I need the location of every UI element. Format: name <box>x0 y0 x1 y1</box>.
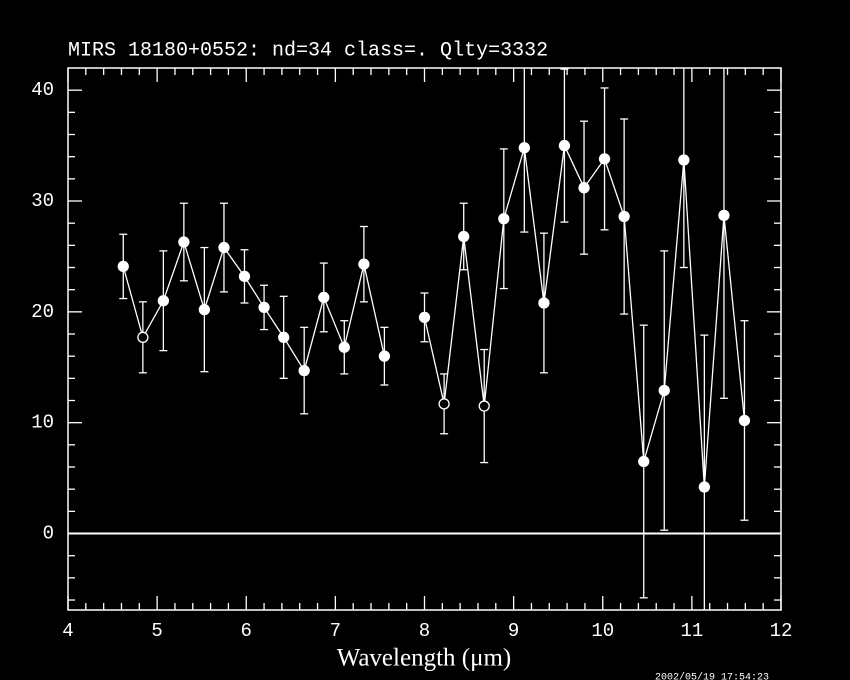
marker-filled <box>498 213 510 225</box>
marker-filled <box>458 230 470 243</box>
marker-open <box>137 331 149 343</box>
marker-filled <box>178 236 190 248</box>
x-tick-label: 7 <box>330 620 341 642</box>
marker-filled <box>518 142 530 154</box>
x-tick-label: 8 <box>419 620 430 642</box>
marker-open <box>438 398 450 410</box>
marker-filled <box>117 260 129 273</box>
marker-filled <box>418 311 431 324</box>
marker-filled <box>338 341 350 353</box>
x-tick-label: 12 <box>770 620 793 642</box>
data-line <box>122 143 746 488</box>
y-tick-label: 10 <box>31 412 54 434</box>
marker-filled <box>638 455 650 468</box>
marker-filled <box>318 291 330 304</box>
chart-title: MIRS 18180+0552: nd=34 class=. Qlty=3332 <box>68 39 548 62</box>
plot-area <box>117 68 751 610</box>
x-tick-label: 10 <box>591 620 614 642</box>
y-tick-label: 0 <box>43 523 54 545</box>
y-tick-label: 40 <box>31 79 54 101</box>
marker-filled <box>578 182 590 194</box>
x-tick-label: 9 <box>508 620 519 642</box>
marker-filled <box>298 364 310 377</box>
y-tick-label: 20 <box>31 301 54 323</box>
marker-filled <box>278 331 290 343</box>
marker-filled <box>218 241 230 254</box>
marker-filled <box>378 350 391 362</box>
x-tick-label: 5 <box>151 620 162 642</box>
x-axis-label: Wavelength (μm) <box>337 645 512 672</box>
y-tick-label: 30 <box>31 190 54 212</box>
marker-filled <box>558 139 571 152</box>
marker-open <box>478 400 490 412</box>
marker-filled <box>358 258 370 270</box>
marker-filled <box>157 295 170 307</box>
x-tick-label: 4 <box>62 620 73 642</box>
marker-filled <box>598 153 611 165</box>
marker-filled <box>198 303 211 316</box>
x-tick-label: 11 <box>680 620 703 642</box>
marker-filled <box>738 414 751 427</box>
marker-filled <box>678 154 690 166</box>
marker-filled <box>618 210 630 223</box>
marker-filled <box>238 270 251 283</box>
marker-filled <box>258 301 270 314</box>
marker-filled <box>718 209 730 222</box>
marker-filled <box>538 297 550 309</box>
x-tick-label: 6 <box>241 620 252 642</box>
timestamp: 2002/05/19 17:54:23 <box>655 672 769 680</box>
marker-filled <box>698 481 711 493</box>
marker-filled <box>658 384 670 397</box>
